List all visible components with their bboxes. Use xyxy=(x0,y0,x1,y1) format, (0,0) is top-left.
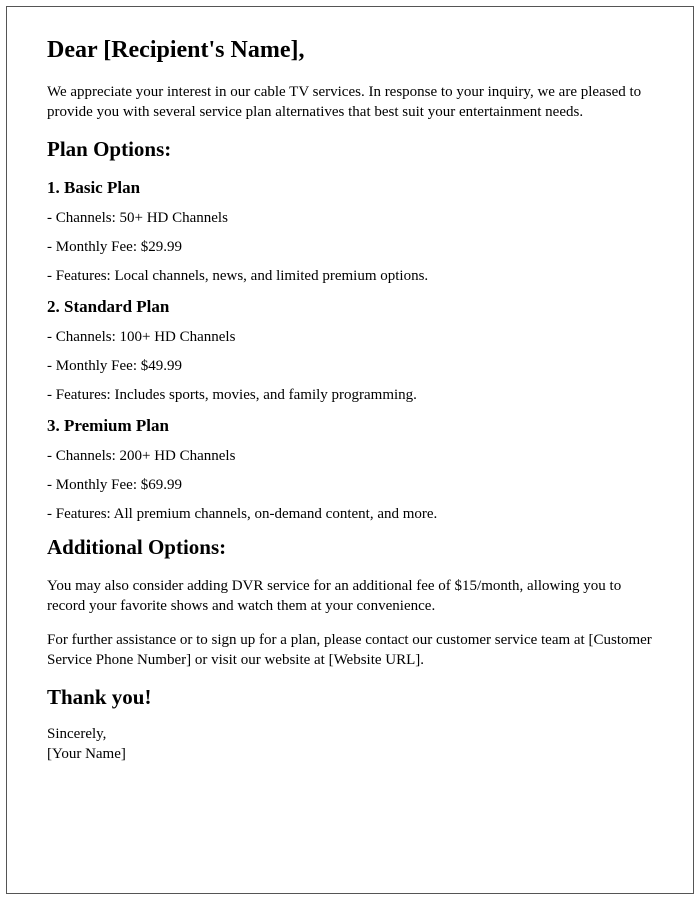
plan-fee: - Monthly Fee: $29.99 xyxy=(47,239,653,256)
document-page: Dear [Recipient's Name], We appreciate y… xyxy=(6,6,694,894)
plan-fee: - Monthly Fee: $49.99 xyxy=(47,358,653,375)
plan-features: - Features: Includes sports, movies, and… xyxy=(47,387,653,404)
additional-options-paragraph: You may also consider adding DVR service… xyxy=(47,576,653,617)
plan-channels: - Channels: 50+ HD Channels xyxy=(47,210,653,227)
plan-name: 2. Standard Plan xyxy=(47,297,653,317)
plan-features: - Features: All premium channels, on-dem… xyxy=(47,506,653,523)
plan-options-heading: Plan Options: xyxy=(47,137,653,162)
signoff: Sincerely, [Your Name] xyxy=(47,724,653,765)
plan-name: 1. Basic Plan xyxy=(47,178,653,198)
plan-channels: - Channels: 200+ HD Channels xyxy=(47,448,653,465)
signoff-line: Sincerely, xyxy=(47,726,106,742)
plan-channels: - Channels: 100+ HD Channels xyxy=(47,329,653,346)
plan-features: - Features: Local channels, news, and li… xyxy=(47,268,653,285)
thank-you-heading: Thank you! xyxy=(47,685,653,710)
signoff-line: [Your Name] xyxy=(47,746,126,762)
assistance-paragraph: For further assistance or to sign up for… xyxy=(47,630,653,671)
intro-paragraph: We appreciate your interest in our cable… xyxy=(47,82,653,123)
plan-name: 3. Premium Plan xyxy=(47,416,653,436)
additional-options-heading: Additional Options: xyxy=(47,535,653,560)
plan-fee: - Monthly Fee: $69.99 xyxy=(47,477,653,494)
greeting-heading: Dear [Recipient's Name], xyxy=(47,37,653,64)
